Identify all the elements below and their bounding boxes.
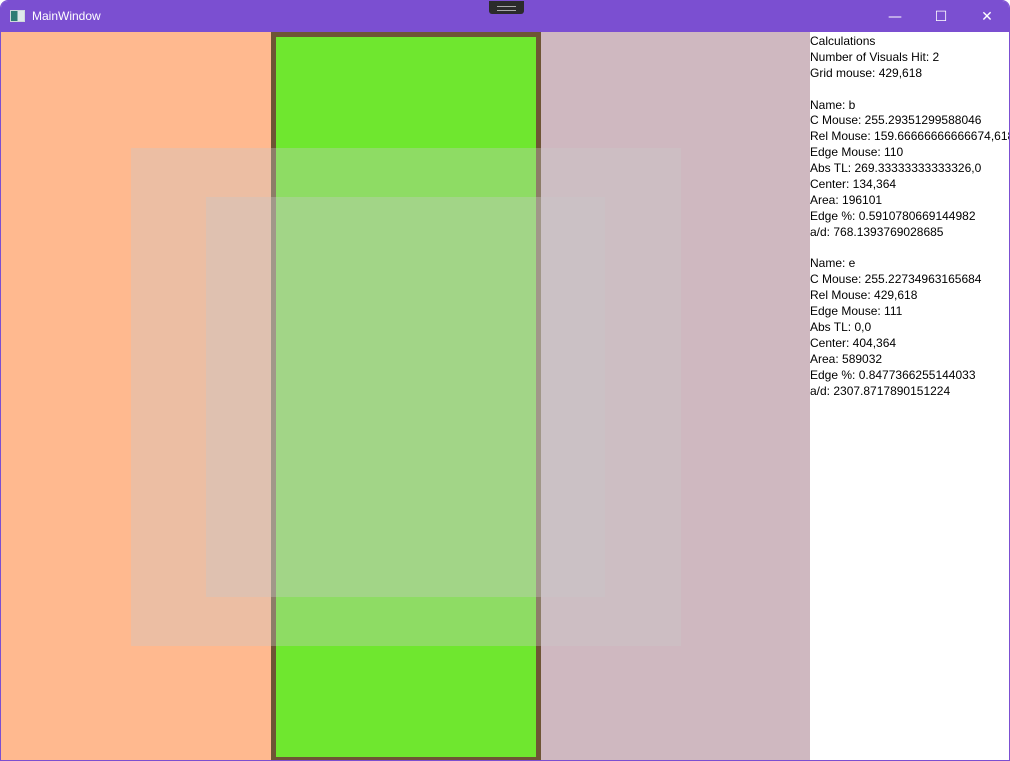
- b-center: Center: 134,364: [810, 177, 897, 192]
- e-edge-mouse: Edge Mouse: 111: [810, 304, 903, 319]
- window-title: MainWindow: [32, 9, 101, 23]
- app-icon: [10, 10, 25, 22]
- left-rectangle[interactable]: [1, 32, 271, 760]
- b-abs-tl: Abs TL: 269.33333333333326,0: [810, 161, 982, 176]
- b-edge-mouse: Edge Mouse: 110: [810, 145, 904, 160]
- panel-heading: Calculations: [810, 34, 876, 48]
- right-rectangle[interactable]: [541, 32, 810, 760]
- content-area: Calculations Number of Visuals Hit: 2 Gr…: [1, 32, 1010, 760]
- b-area: Area: 196101: [810, 192, 883, 207]
- title-bar[interactable]: MainWindow — ☐ ✕: [1, 1, 1009, 32]
- maximize-button[interactable]: ☐: [934, 8, 948, 25]
- visuals-hit: Number of Visuals Hit: 2: [810, 49, 940, 64]
- snap-grip-handle[interactable]: [489, 1, 524, 14]
- calculations-panel: Calculations Number of Visuals Hit: 2 Gr…: [810, 32, 1010, 760]
- b-name: Name: b: [810, 97, 856, 112]
- b-ad: a/d: 768.1393769028685: [810, 224, 944, 239]
- e-abs-tl: Abs TL: 0,0: [810, 320, 872, 335]
- b-edge-pct: Edge %: 0.5910780669144982: [810, 208, 976, 223]
- e-center: Center: 404,364: [810, 335, 897, 350]
- minimize-button[interactable]: —: [888, 8, 902, 25]
- b-rel-mouse: Rel Mouse: 159.66666666666674,618: [810, 129, 1010, 144]
- e-area: Area: 589032: [810, 351, 883, 366]
- inner-overlay-rectangle: [206, 197, 605, 597]
- close-button[interactable]: ✕: [981, 8, 993, 25]
- middle-border-rectangle[interactable]: [271, 32, 541, 760]
- outer-overlay-rectangle: [131, 148, 681, 646]
- e-edge-pct: Edge %: 0.8477366255144033: [810, 367, 976, 382]
- e-rel-mouse: Rel Mouse: 429,618: [810, 288, 918, 303]
- b-c-mouse: C Mouse: 255.29351299588046: [810, 113, 982, 128]
- e-ad: a/d: 2307.8717890151224: [810, 383, 951, 398]
- grid-mouse: Grid mouse: 429,618: [810, 65, 923, 80]
- middle-green-rectangle[interactable]: [276, 37, 536, 757]
- e-name: Name: e: [810, 256, 856, 271]
- e-c-mouse: C Mouse: 255.22734963165684: [810, 272, 982, 287]
